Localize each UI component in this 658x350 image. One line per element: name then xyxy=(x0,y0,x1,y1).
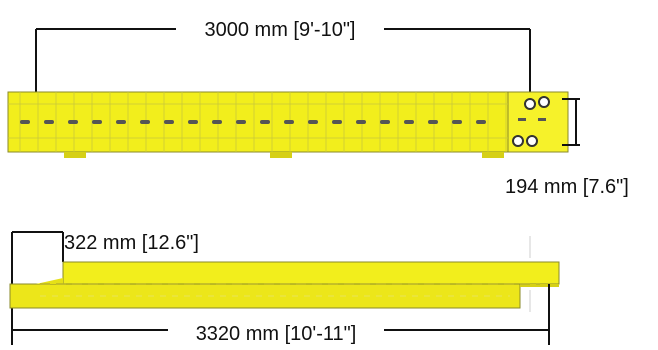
foot xyxy=(270,152,292,158)
slot-icon xyxy=(164,120,174,124)
offset-label: 322 mm [12.6"] xyxy=(64,232,199,254)
slot-icon xyxy=(284,120,294,124)
slot-icon xyxy=(212,120,222,124)
slot-icon xyxy=(188,120,198,124)
slot-icon xyxy=(44,120,54,124)
side-beam xyxy=(9,236,560,312)
side-beam-left-step xyxy=(10,278,63,284)
side-beam-upper xyxy=(62,261,560,285)
slot-icon xyxy=(452,120,462,124)
slot-icon xyxy=(356,120,366,124)
overall-length-label: 3320 mm [10'-11"] xyxy=(196,323,357,345)
top-beam-slots xyxy=(20,120,486,124)
side-beam-lower xyxy=(9,283,521,309)
slot-icon xyxy=(308,120,318,124)
slot-icon xyxy=(68,120,78,124)
slot-icon xyxy=(140,120,150,124)
top-length-label: 3000 mm [9'-10"] xyxy=(205,19,356,41)
slot-icon xyxy=(260,120,270,124)
height-dimension: 194 mm [7.6"] xyxy=(505,98,629,198)
slot-icon xyxy=(332,120,342,124)
slot-icon xyxy=(92,120,102,124)
slot-icon xyxy=(20,120,30,124)
slot-icon xyxy=(404,120,414,124)
top-length-dimension: 3000 mm [9'-10"] xyxy=(35,19,531,100)
height-label: 194 mm [7.6"] xyxy=(505,176,629,198)
slot-icon xyxy=(380,120,390,124)
top-beam xyxy=(7,91,569,158)
bolt-icon xyxy=(512,96,550,147)
foot xyxy=(482,152,504,158)
side-beam-end xyxy=(520,284,559,287)
slot-icon xyxy=(236,120,246,124)
slot-icon xyxy=(428,120,438,124)
slot-icon xyxy=(116,120,126,124)
slot-icon xyxy=(476,120,486,124)
overall-length-dimension: 3320 mm [10'-11"] xyxy=(12,284,550,345)
foot xyxy=(64,152,86,158)
top-beam-grid xyxy=(8,92,508,152)
